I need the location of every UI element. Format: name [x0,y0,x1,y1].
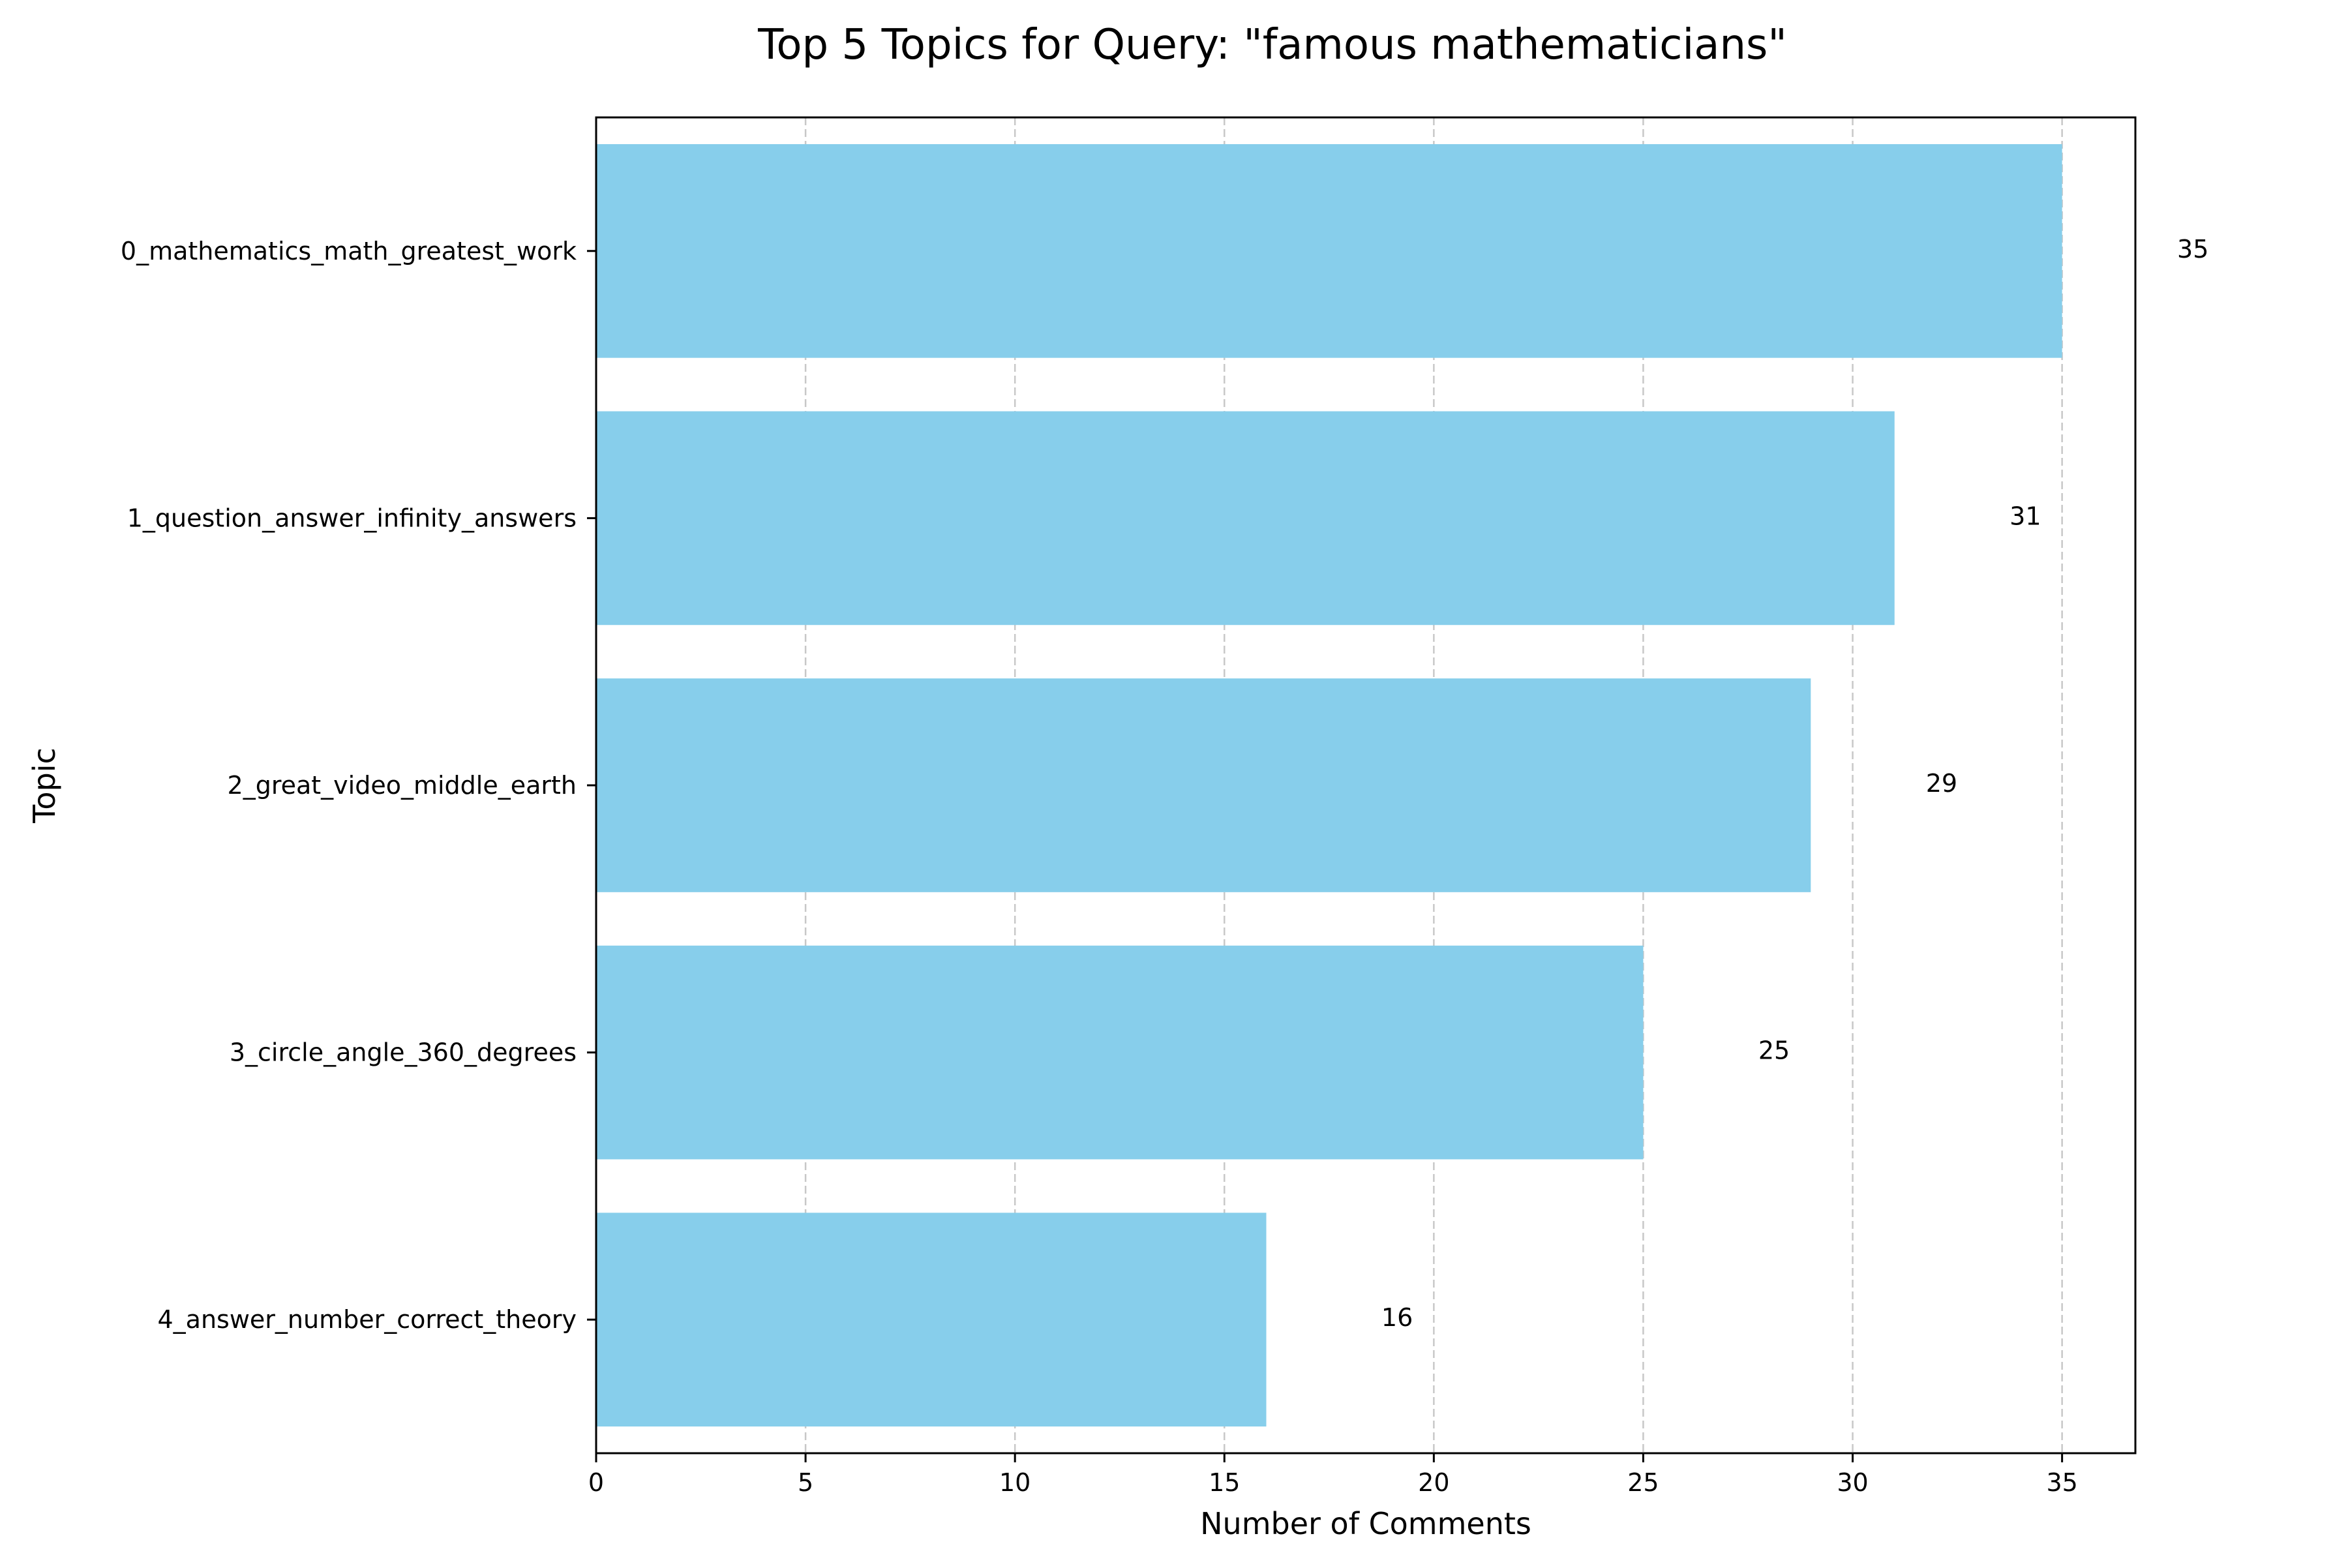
y-tick-label-0: 0_mathematics_math_greatest_work [121,237,577,265]
x-tick-label-15: 15 [1209,1468,1240,1497]
bars [596,143,2062,1427]
data-label-0: 35 [2177,235,2208,264]
data-labels: 35 31 29 25 16 [1381,235,2208,1332]
bar-4 [596,1213,1267,1427]
data-label-4: 16 [1381,1303,1413,1332]
data-label-1: 31 [2009,502,2041,530]
data-label-2: 29 [1926,769,1957,798]
x-axis-label: Number of Comments [1200,1506,1531,1541]
x-tick-label-30: 30 [1837,1468,1868,1497]
bar-0 [596,143,2062,358]
y-axis-ticks: 0_mathematics_math_greatest_work 1_questi… [121,237,596,1334]
x-tick-label-25: 25 [1627,1468,1659,1497]
chart-title: Top 5 Topics for Query: "famous mathemat… [757,21,1787,69]
x-tick-label-10: 10 [999,1468,1031,1497]
x-axis-ticks: 0 5 10 15 20 25 30 35 [588,1453,2078,1497]
bar-2 [596,678,1811,892]
y-tick-label-3: 3_circle_angle_360_degrees [230,1038,577,1067]
bar-1 [596,411,1895,626]
data-label-3: 25 [1758,1036,1790,1065]
x-tick-label-5: 5 [798,1468,813,1497]
x-tick-label-20: 20 [1418,1468,1449,1497]
x-tick-label-35: 35 [2046,1468,2077,1497]
bar-3 [596,945,1644,1160]
y-axis-label: Topic [27,747,62,824]
x-tick-label-0: 0 [588,1468,604,1497]
y-tick-label-4: 4_answer_number_correct_theory [157,1305,577,1334]
y-tick-label-2: 2_great_video_middle_earth [228,771,577,800]
y-tick-label-1: 1_question_answer_infinity_answers [127,504,577,532]
